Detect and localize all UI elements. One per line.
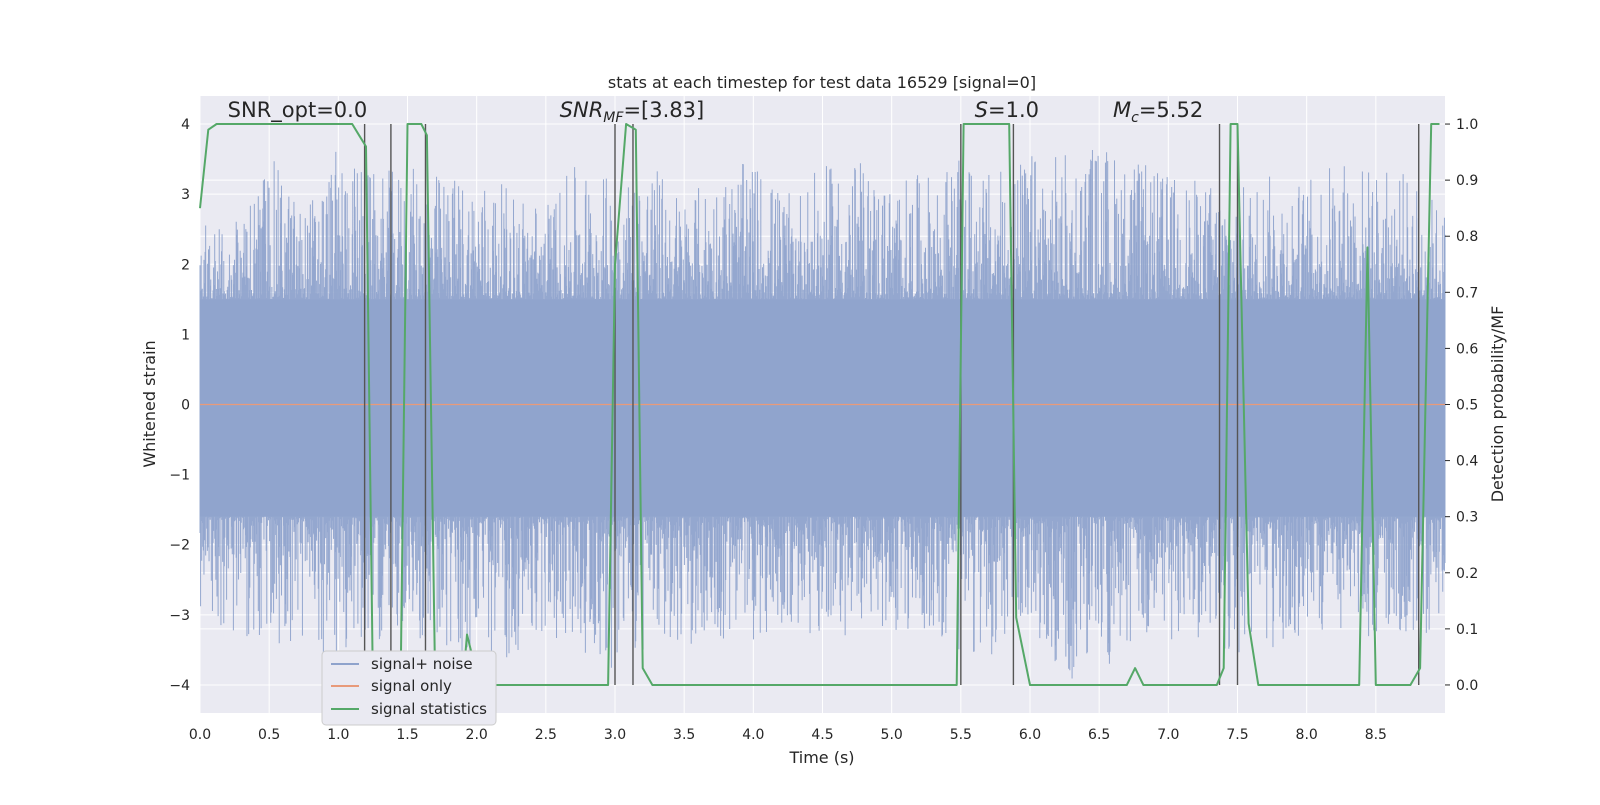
y-left-tick-label: 1: [181, 327, 190, 343]
chart-title: stats at each timestep for test data 165…: [608, 73, 1036, 92]
y-left-tick-label: 3: [181, 187, 190, 203]
x-tick-label: 3.5: [673, 727, 695, 743]
legend: signal+ noise signal only signal statist…: [321, 650, 497, 726]
annotations: SNR_opt=0.0 SNRMF=[3.83] S=1.0 Mc=5.52: [228, 98, 1204, 126]
x-tick-label: 0.5: [258, 727, 280, 743]
legend-label-signal-noise: signal+ noise: [371, 655, 473, 673]
y-left-tick-label: −2: [169, 538, 190, 554]
y-right-tick-label: 0.8: [1456, 229, 1478, 245]
ticks: 0.0 0.5 1.0 1.5 2.0 2.5 3.0 3.5 4.0 4.5 5.0 5.5 6.0 6…: [169, 117, 1478, 743]
x-tick-label: 7.5: [1226, 727, 1248, 743]
x-tick-label: 4.0: [742, 727, 764, 743]
legend-label-signal-only: signal only: [371, 677, 452, 695]
y-right-tick-label: 0.9: [1456, 173, 1478, 189]
x-tick-label: 6.5: [1088, 727, 1110, 743]
annotation-snr-opt: SNR_opt=0.0: [228, 98, 368, 123]
x-tick-label: 3.0: [604, 727, 626, 743]
y-right-tick-label: 0.3: [1456, 510, 1478, 526]
x-tick-label: 8.0: [1296, 727, 1318, 743]
y-left-tick-label: −3: [169, 608, 190, 624]
y-right-tick-label: 0.7: [1456, 285, 1478, 301]
y-right-tick-label: 0.2: [1456, 566, 1478, 582]
legend-label-signal-statistics: signal statistics: [371, 700, 487, 718]
y-left-tick-label: 4: [181, 117, 190, 133]
legend-box: [321, 650, 497, 726]
y-right-tick-label: 1.0: [1456, 117, 1478, 133]
annotation-stat: S=1.0: [975, 98, 1039, 122]
x-tick-label: 6.0: [1019, 727, 1041, 743]
x-tick-label: 5.0: [881, 727, 903, 743]
x-tick-label: 1.5: [396, 727, 418, 743]
x-tick-label: 1.0: [327, 727, 349, 743]
x-tick-label: 7.0: [1157, 727, 1179, 743]
y-left-tick-label: −4: [169, 678, 190, 694]
y-axis-label-right: Detection probability/MF: [1488, 306, 1507, 503]
x-tick-label: 0.0: [189, 727, 211, 743]
x-tick-label: 8.5: [1365, 727, 1387, 743]
y-left-tick-label: −1: [169, 468, 190, 484]
y-right-tick-label: 0.1: [1456, 622, 1478, 638]
x-tick-label: 4.5: [811, 727, 833, 743]
y-left-tick-label: 0: [181, 398, 190, 414]
y-left-tick-label: 2: [181, 257, 190, 273]
y-right-tick-label: 0.5: [1456, 398, 1478, 414]
annotation-snr-mf: SNRMF=[3.83]: [560, 98, 705, 126]
x-tick-label: 2.5: [535, 727, 557, 743]
y-axis-label-left: Whitened strain: [140, 340, 159, 467]
y-right-tick-label: 0.4: [1456, 454, 1478, 470]
y-right-tick-label: 0.6: [1456, 341, 1478, 357]
x-tick-label: 2.0: [466, 727, 488, 743]
x-tick-label: 5.5: [950, 727, 972, 743]
annotation-chirp-mass: Mc=5.52: [1113, 98, 1203, 126]
x-axis-label: Time (s): [788, 748, 854, 767]
y-right-tick-label: 0.0: [1456, 678, 1478, 694]
